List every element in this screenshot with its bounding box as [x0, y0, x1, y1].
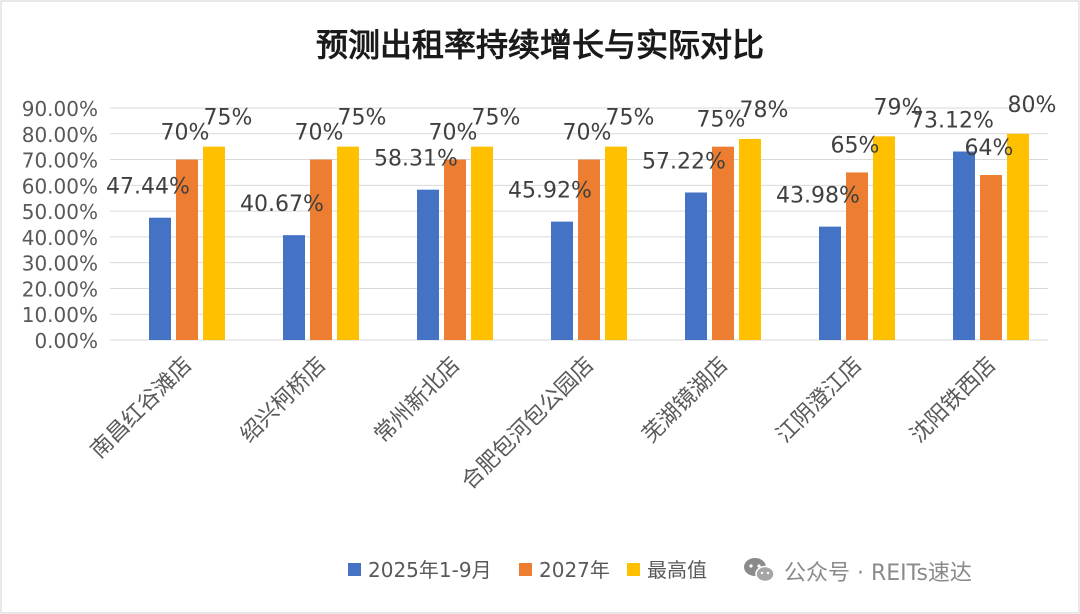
data-label: 45.92%: [508, 179, 592, 204]
data-label: 64%: [965, 136, 1014, 161]
bar: [953, 151, 975, 340]
data-label: 75%: [204, 106, 253, 131]
y-tick-label: 70.00%: [22, 149, 98, 173]
legend-label: 2025年1-9月: [368, 558, 492, 582]
y-tick-label: 80.00%: [22, 123, 98, 147]
bar: [980, 175, 1002, 340]
bar: [283, 235, 305, 340]
bar: [471, 146, 493, 340]
data-label: 65%: [831, 133, 880, 158]
legend-swatch: [519, 563, 532, 576]
watermark-text: 公众号 · REITs速达: [784, 561, 972, 586]
data-label: 75%: [606, 106, 655, 131]
y-tick-label: 40.00%: [22, 226, 98, 250]
bars: [149, 133, 1029, 340]
chart-title: 预测出租率持续增长与实际对比: [316, 26, 764, 64]
bar: [149, 217, 171, 340]
bar: [685, 192, 707, 340]
data-label: 58.31%: [374, 147, 458, 172]
y-tick-label: 20.00%: [22, 277, 98, 301]
legend-label: 2027年: [539, 558, 610, 582]
y-tick-label: 10.00%: [22, 303, 98, 327]
data-label: 57.22%: [642, 149, 726, 174]
data-label: 70%: [161, 121, 210, 146]
y-tick-label: 50.00%: [22, 200, 98, 224]
data-label: 47.44%: [106, 175, 190, 200]
bar: [310, 159, 332, 340]
data-label: 75%: [697, 108, 746, 133]
y-tick-label: 60.00%: [22, 174, 98, 198]
wechat-icon: [744, 558, 775, 583]
y-tick-label: 0.00%: [34, 329, 98, 353]
bar: [551, 221, 573, 340]
bar: [176, 159, 198, 340]
data-labels: 47.44%70%75%40.67%70%75%58.31%70%75%45.9…: [106, 93, 1056, 217]
legend-swatch: [627, 563, 640, 576]
data-label: 79%: [874, 95, 923, 120]
bar: [203, 146, 225, 340]
data-label: 78%: [740, 98, 789, 123]
bar: [739, 138, 761, 340]
data-label: 70%: [563, 121, 612, 146]
data-label: 73.12%: [910, 109, 994, 134]
bar: [846, 172, 868, 340]
bar: [819, 226, 841, 340]
data-label: 75%: [472, 106, 521, 131]
data-label: 40.67%: [240, 192, 324, 217]
legend-label: 最高值: [647, 558, 707, 582]
legend-swatch: [348, 563, 361, 576]
data-label: 70%: [295, 121, 344, 146]
bar: [712, 146, 734, 340]
y-tick-label: 90.00%: [22, 97, 98, 121]
watermark: 公众号 · REITs速达: [744, 558, 972, 586]
legend: 2025年1-9月 2027年 最高值: [348, 558, 707, 582]
bar: [578, 159, 600, 340]
bar: [873, 136, 895, 340]
bar: [417, 189, 439, 340]
bar: [1007, 133, 1029, 340]
data-label: 80%: [1008, 93, 1057, 118]
data-label: 70%: [429, 121, 478, 146]
data-label: 75%: [338, 106, 387, 131]
data-label: 43.98%: [776, 184, 860, 209]
y-tick-label: 30.00%: [22, 252, 98, 276]
bar: [444, 159, 466, 340]
bar: [605, 146, 627, 340]
bar: [337, 146, 359, 340]
y-axis-ticks: 0.00%10.00%20.00%30.00%40.00%50.00%60.00…: [22, 97, 98, 353]
